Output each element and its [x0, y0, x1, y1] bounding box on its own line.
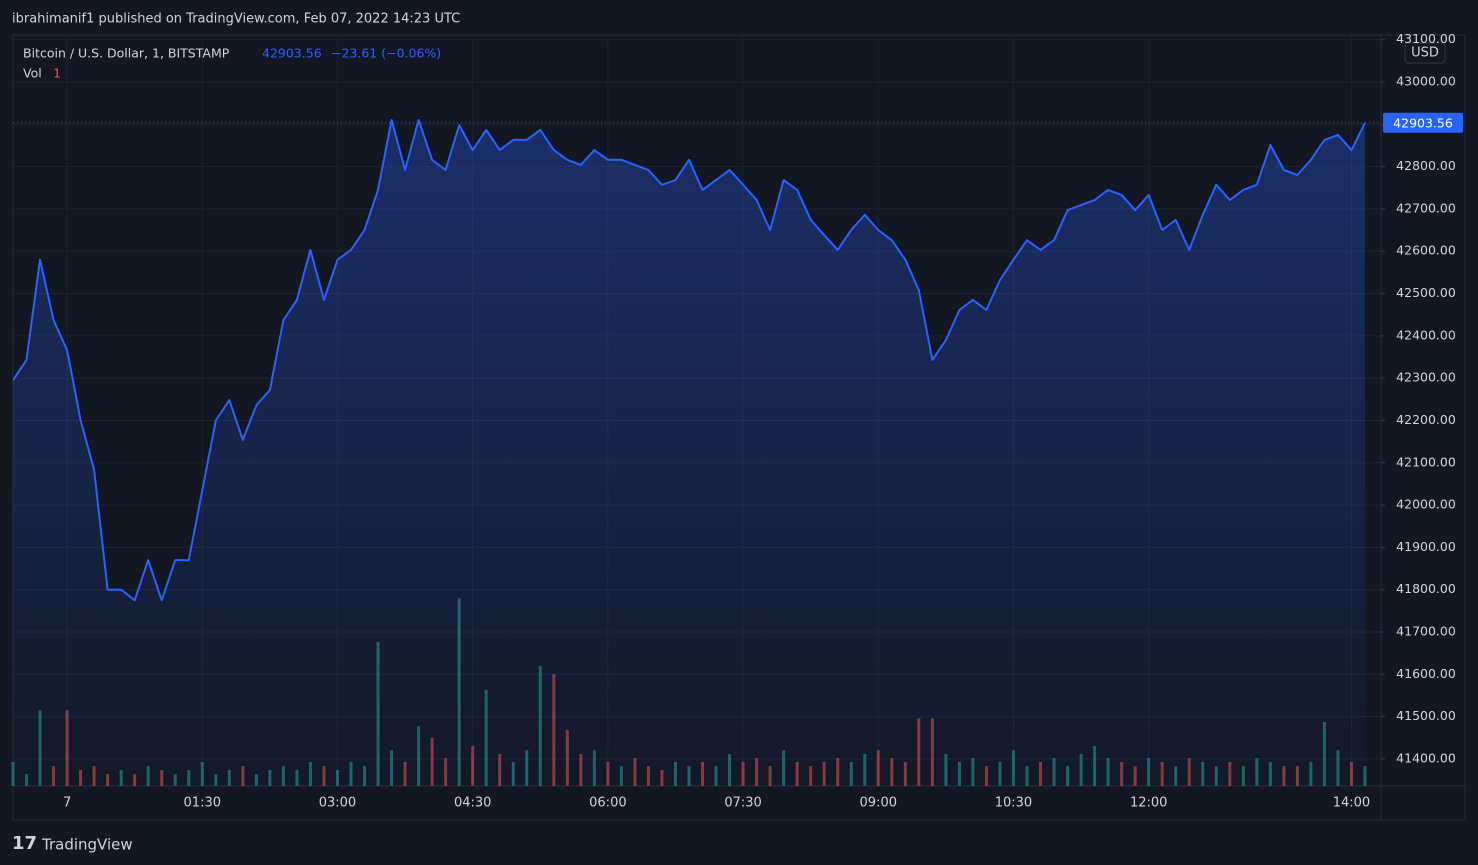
y-tick-label: 42800.00: [1396, 158, 1456, 173]
y-tick-label: 42300.00: [1396, 370, 1456, 385]
y-tick-label: 42400.00: [1396, 327, 1456, 342]
x-tick-label: 01:30: [184, 796, 221, 811]
x-tick-label: 06:00: [589, 796, 626, 811]
publisher-note: ibrahimanif1 published on TradingView.co…: [12, 12, 460, 27]
y-tick-label: 43000.00: [1396, 73, 1456, 88]
area-fill: [13, 120, 1365, 786]
y-tick-label: 42200.00: [1396, 412, 1456, 427]
currency: USD: [1411, 46, 1439, 61]
y-tick-label: 41400.00: [1396, 750, 1456, 765]
y-tick-label: 42000.00: [1396, 497, 1456, 512]
x-tick-label: 12:00: [1130, 796, 1167, 811]
last-price-label: 42903.56: [1393, 115, 1453, 130]
currency-box: [1404, 42, 1446, 64]
chart-title: Bitcoin / U.S. Dollar, 1, BITSTAMP: [23, 46, 230, 61]
y-tick-label: 42700.00: [1396, 200, 1456, 215]
y-tick-label: 41900.00: [1396, 539, 1456, 554]
y-tick-label: 42600.00: [1396, 243, 1456, 258]
x-tick-label: 14:00: [1333, 796, 1370, 811]
y-tick-label: 42500.00: [1396, 285, 1456, 300]
plot: [11, 35, 1381, 786]
x-tick-label: 04:30: [454, 796, 491, 811]
last-price: 42903.56: [262, 46, 322, 61]
y-tick-label: 41600.00: [1396, 666, 1456, 681]
x-tick-label: 09:00: [860, 796, 897, 811]
x-tick-label: 7: [63, 796, 71, 811]
logo-text: TradingView: [41, 836, 133, 854]
volume-value: 1: [53, 66, 61, 81]
price-line: [13, 119, 1366, 602]
y-tick-label: 43100.00: [1396, 31, 1456, 46]
x-tick-label: 10:30: [995, 796, 1032, 811]
logo-mark: 17: [12, 833, 37, 854]
last-price-tag: [1383, 112, 1463, 133]
logo: 17 TradingView: [12, 833, 133, 854]
y-tick-label: 41800.00: [1396, 581, 1456, 596]
x-tick-label: 07:30: [724, 796, 761, 811]
y-tick-label: 41700.00: [1396, 623, 1456, 638]
y-tick-label: 41500.00: [1396, 708, 1456, 723]
price-change: −23.61 (−0.06%): [331, 46, 441, 61]
y-tick-label: 42100.00: [1396, 454, 1456, 469]
x-tick-label: 03:00: [319, 796, 356, 811]
volume-label: Vol: [23, 66, 42, 81]
